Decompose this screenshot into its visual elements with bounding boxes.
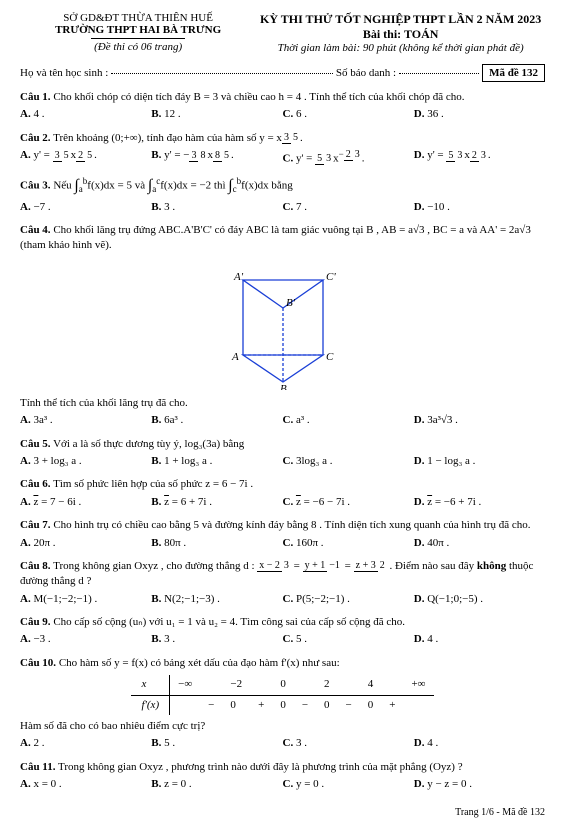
svg-text:B': B' [286,297,296,309]
question-9: Câu 9. Cho cấp số cộng (uₙ) với u₁ = 1 v… [20,615,545,648]
student-info-row: Họ và tên học sinh : Số báo danh : Mã đề… [20,64,545,82]
time-note: Thời gian làm bài: 90 phút (không kể thờ… [256,42,545,54]
exam-subject: Bài thi: TOÁN [256,27,545,42]
question-8: Câu 8. Trong không gian Oxyz , cho đường… [20,559,545,607]
q10-sub: Hàm số đã cho có bao nhiêu điểm cực trị? [20,719,545,734]
id-label: Số báo danh : [336,67,396,79]
school-name: TRƯỜNG THPT HAI BÀ TRƯNG [20,24,256,36]
q1-label: Câu 1. [20,91,51,103]
question-2: Câu 2. Trên khoảng (0;+∞), tính đạo hàm … [20,131,545,167]
question-5: Câu 5. Với a là số thực dương tùy ý, log… [20,437,545,470]
exam-title: KỲ THI THỬ TỐT NGHIỆP THPT LẦN 2 NĂM 202… [256,12,545,27]
name-field [111,73,333,74]
question-11: Câu 11. Trong không gian Oxyz , phương t… [20,760,545,793]
question-7: Câu 7. Cho hình trụ có chiều cao bằng 5 … [20,518,545,551]
id-field [399,73,479,74]
question-1: Câu 1. Cho khối chóp có diện tích đáy B … [20,90,545,123]
svg-text:C': C' [326,271,336,283]
exam-code: Mã đề 132 [482,64,545,82]
question-6: Câu 6. Tìm số phức liên hợp của số phức … [20,477,545,510]
prism-figure: A' C' B' A C B [20,260,545,390]
page-footer: Trang 1/6 - Mã đề 132 [20,807,545,818]
sign-table: x −∞ −2 0 2 4 +∞ f'(x) − 0 + 0 − [131,675,433,715]
svg-text:C: C [326,351,334,363]
svg-text:A: A [231,351,239,363]
question-10: Câu 10. Cho hàm số y = f(x) có bảng xét … [20,656,545,752]
svg-text:B: B [280,383,287,390]
name-label: Họ và tên học sinh : [20,67,108,79]
header-left: SỞ GD&ĐT THỪA THIÊN HUẾ TRƯỜNG THPT HAI … [20,12,256,54]
q4-sub: Tính thể tích của khối lăng trụ đã cho. [20,396,545,411]
org-name: SỞ GD&ĐT THỪA THIÊN HUẾ [20,12,256,24]
pages-note: (Đề thi có 06 trang) [20,41,256,53]
question-4: Câu 4. Cho khối lăng trụ đứng ABC.A'B'C'… [20,223,545,429]
header-right: KỲ THI THỬ TỐT NGHIỆP THPT LẦN 2 NĂM 202… [256,12,545,54]
page-header: SỞ GD&ĐT THỪA THIÊN HUẾ TRƯỜNG THPT HAI … [20,12,545,54]
question-3: Câu 3. Nếu ∫abf(x)dx = 5 và ∫acf(x)dx = … [20,175,545,215]
q1-text: Cho khối chóp có diện tích đáy B = 3 và … [51,91,465,103]
svg-text:A': A' [233,271,244,283]
